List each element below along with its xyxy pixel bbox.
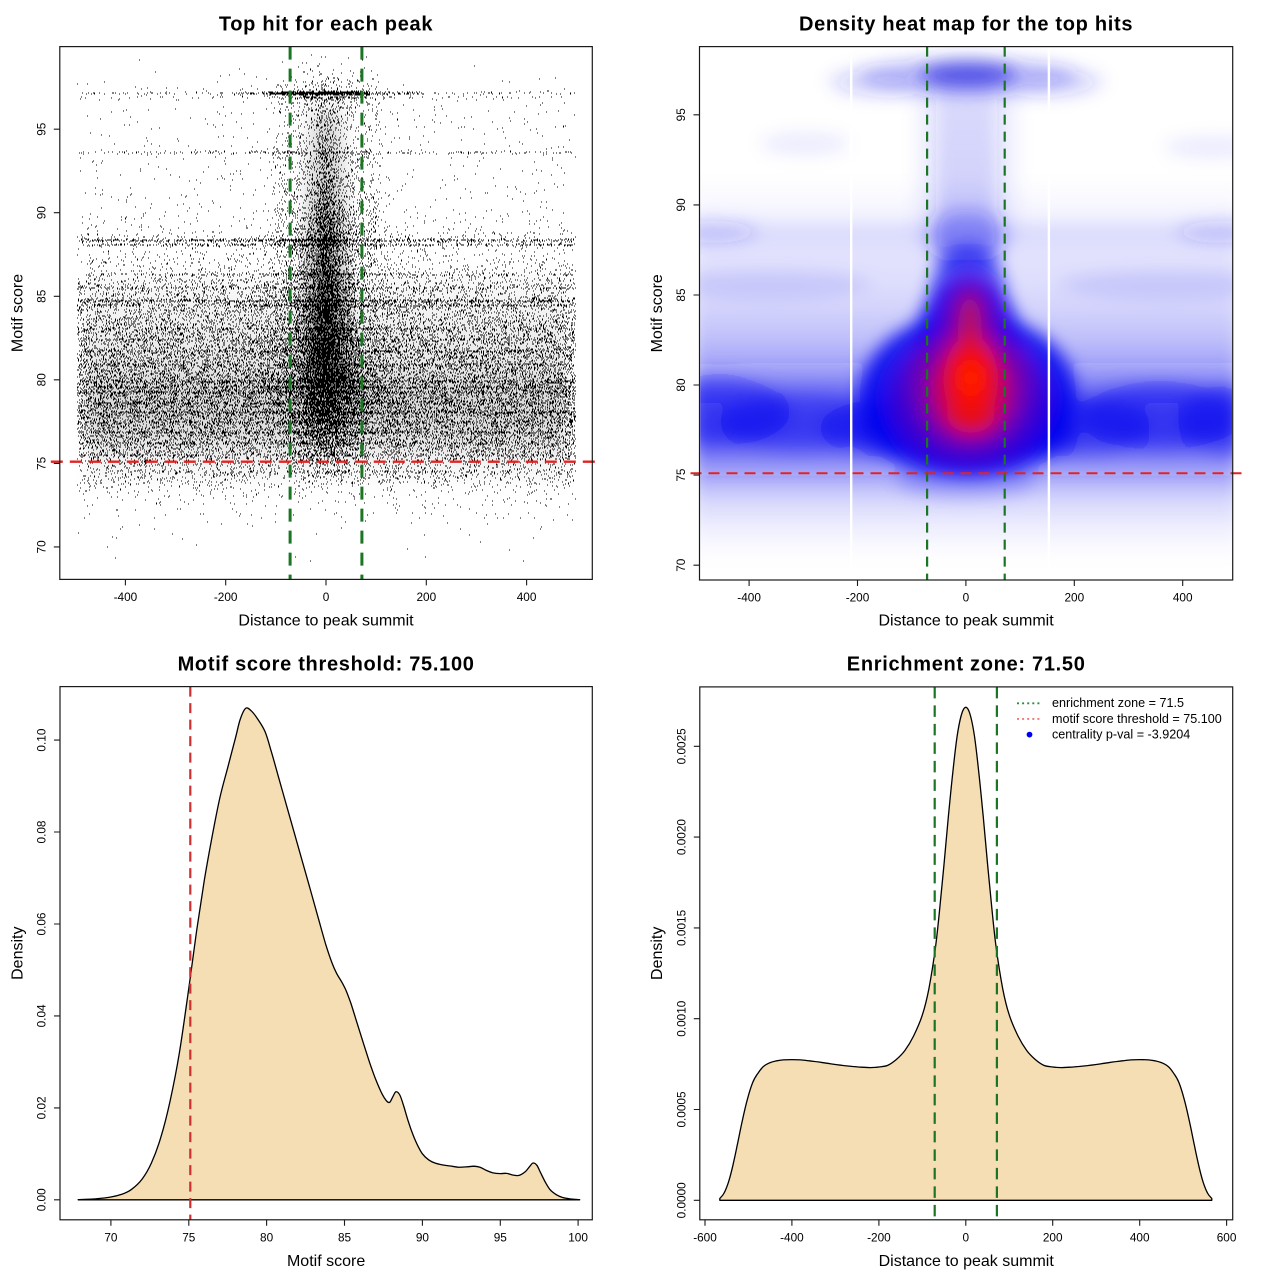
svg-text:-200: -200 [846,591,870,605]
svg-text:0.0005: 0.0005 [674,1091,688,1128]
svg-text:0: 0 [963,1230,970,1244]
svg-text:Enrichment zone: 71.50: Enrichment zone: 71.50 [847,654,1086,676]
svg-text:Density: Density [649,927,666,980]
svg-text:70: 70 [34,540,48,554]
svg-text:75: 75 [674,468,688,482]
svg-text:95: 95 [494,1230,508,1244]
svg-text:0.06: 0.06 [35,912,49,935]
svg-text:75: 75 [182,1230,196,1244]
svg-text:-200: -200 [214,590,238,604]
svg-text:0: 0 [963,591,970,605]
svg-text:400: 400 [517,590,537,604]
svg-text:Distance to peak summit: Distance to peak summit [879,613,1055,630]
svg-text:200: 200 [416,590,436,604]
svg-text:75: 75 [34,456,48,470]
svg-text:-200: -200 [867,1230,891,1244]
svg-text:Distance to peak summit: Distance to peak summit [238,613,414,630]
svg-text:0.10: 0.10 [35,728,49,751]
svg-text:70: 70 [104,1230,118,1244]
svg-text:80: 80 [34,373,48,387]
svg-text:Density heat map for the top h: Density heat map for the top hits [799,13,1133,35]
svg-text:100: 100 [568,1230,588,1244]
svg-text:0.08: 0.08 [35,820,49,843]
svg-text:90: 90 [674,198,688,212]
svg-text:0.0000: 0.0000 [674,1182,688,1219]
svg-text:85: 85 [34,289,48,303]
svg-text:Top hit for each peak: Top hit for each peak [219,13,434,35]
svg-text:80: 80 [260,1230,274,1244]
svg-text:Motif score: Motif score [287,1253,365,1270]
svg-text:400: 400 [1130,1230,1150,1244]
svg-text:Motif score: Motif score [649,274,666,352]
svg-text:80: 80 [674,378,688,392]
svg-text:Motif score threshold: 75.100: Motif score threshold: 75.100 [178,654,475,676]
svg-text:85: 85 [338,1230,352,1244]
svg-text:-400: -400 [780,1230,804,1244]
svg-text:-400: -400 [737,591,761,605]
svg-text:0.00: 0.00 [35,1188,49,1211]
svg-text:0.0020: 0.0020 [674,819,688,856]
svg-text:Distance to peak summit: Distance to peak summit [879,1253,1055,1270]
svg-text:-400: -400 [114,590,138,604]
svg-text:90: 90 [416,1230,430,1244]
svg-text:Motif score: Motif score [10,274,27,352]
svg-text:enrichment zone = 71.5: enrichment zone = 71.5 [1052,696,1184,710]
svg-text:0.0015: 0.0015 [674,909,688,946]
svg-text:-600: -600 [693,1230,717,1244]
svg-text:95: 95 [34,122,48,136]
svg-text:0.0025: 0.0025 [674,728,688,765]
svg-text:95: 95 [674,108,688,122]
svg-text:400: 400 [1173,591,1193,605]
svg-text:0.0010: 0.0010 [674,1000,688,1037]
svg-text:70: 70 [674,558,688,572]
svg-text:90: 90 [34,206,48,220]
svg-text:Density: Density [10,927,27,980]
svg-text:motif score threshold = 75.100: motif score threshold = 75.100 [1052,712,1222,726]
svg-text:200: 200 [1064,591,1084,605]
svg-text:0.04: 0.04 [35,1004,49,1027]
svg-text:200: 200 [1043,1230,1063,1244]
svg-text:0.02: 0.02 [35,1096,49,1119]
svg-text:600: 600 [1217,1230,1237,1244]
svg-text:centrality p-val = -3.9204: centrality p-val = -3.9204 [1052,727,1190,741]
svg-text:85: 85 [674,288,688,302]
svg-text:0: 0 [323,590,330,604]
